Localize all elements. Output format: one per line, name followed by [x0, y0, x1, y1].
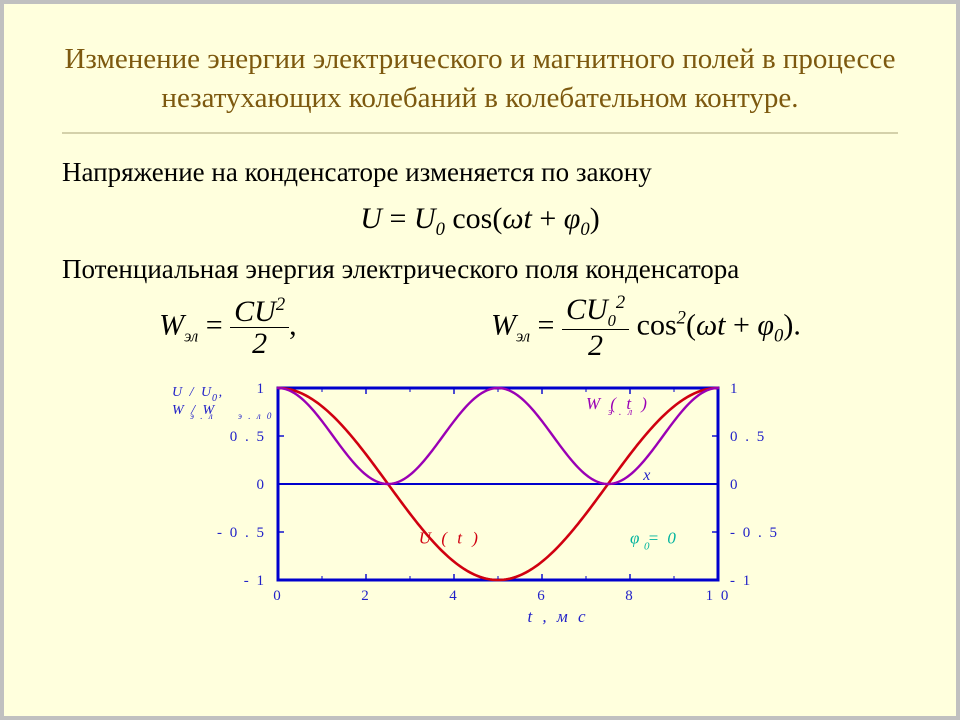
- svg-text:э . л 0: э . л 0: [238, 411, 273, 421]
- eq-U0: U: [414, 202, 436, 235]
- svg-text:4: 4: [449, 588, 459, 604]
- energy-eq-left: Wэл = CU2 2,: [159, 295, 296, 360]
- svg-text:6: 6: [537, 588, 547, 604]
- er-U: U: [586, 293, 608, 326]
- svg-text:1: 1: [257, 381, 267, 397]
- svg-text:2: 2: [361, 588, 371, 604]
- svg-text:- 0 . 5: - 0 . 5: [217, 525, 266, 541]
- el-Wsub: эл: [184, 326, 198, 345]
- er-cos: cos: [629, 308, 677, 341]
- slide: Изменение энергии электрического и магни…: [0, 0, 960, 720]
- svg-text:1: 1: [730, 381, 740, 397]
- svg-text:1 0: 1 0: [706, 588, 731, 604]
- er-Usub: 0: [608, 311, 616, 330]
- energy-intro-text: Потенциальная энергия электрического пол…: [62, 251, 898, 289]
- el-sup: 2: [276, 294, 285, 315]
- er-frac: CU02 2: [562, 293, 629, 362]
- svg-text:0: 0: [730, 477, 740, 493]
- svg-text:э . л: э . л: [190, 411, 215, 421]
- el-W: W: [159, 308, 184, 341]
- er-close: ).: [783, 308, 801, 341]
- eq-phi: φ: [564, 202, 581, 235]
- chart-container: 024681 0- 1- 1- 0 . 5- 0 . 5000 . 50 . 5…: [160, 370, 800, 638]
- title-separator: [62, 132, 898, 134]
- eq-cos: cos(: [445, 202, 502, 235]
- eq-U: U: [360, 202, 382, 235]
- svg-text:0: 0: [644, 540, 652, 552]
- svg-text:x: x: [642, 467, 652, 484]
- svg-text:0: 0: [273, 588, 283, 604]
- er-t: t: [717, 308, 725, 341]
- slide-title: Изменение энергии электрического и магни…: [62, 40, 898, 118]
- voltage-intro-text: Напряжение на конденсаторе изменяется по…: [62, 154, 898, 192]
- svg-text:8: 8: [625, 588, 635, 604]
- er-Wsub: эл: [516, 326, 530, 345]
- eq-omega: ω: [502, 202, 523, 235]
- svg-text:0 . 5: 0 . 5: [230, 429, 266, 445]
- eq-U0-sub: 0: [436, 219, 445, 240]
- el-frac: CU2 2: [230, 295, 289, 360]
- eq-close: ): [590, 202, 600, 235]
- er-den: 2: [562, 329, 629, 362]
- er-phi: φ: [757, 308, 774, 341]
- voltage-equation: U = U0 cos(ωt + φ0): [62, 202, 898, 241]
- er-W: W: [491, 308, 516, 341]
- er-open: (: [686, 308, 696, 341]
- energy-equations-row: Wэл = CU22, Wэл = CU022 cos2(ωt + φ0).: [62, 293, 898, 362]
- energy-chart: 024681 0- 1- 1- 0 . 5- 0 . 5000 . 50 . 5…: [160, 370, 800, 638]
- energy-eq-right: Wэл = CU022 cos2(ωt + φ0).: [491, 293, 801, 362]
- el-U: U: [254, 295, 276, 328]
- eq-phi-sub: 0: [580, 219, 589, 240]
- svg-text:э . л: э . л: [608, 407, 634, 418]
- svg-text:U ( t ): U ( t ): [419, 528, 481, 547]
- er-omega: ω: [696, 308, 717, 341]
- el-C: C: [234, 295, 254, 328]
- er-sup: 2: [616, 292, 625, 313]
- el-tail: ,: [289, 308, 297, 341]
- er-C: C: [566, 293, 586, 326]
- svg-text:- 0 . 5: - 0 . 5: [730, 525, 779, 541]
- er-phisub: 0: [774, 325, 783, 346]
- el-eq: =: [198, 308, 230, 341]
- svg-text:φ = 0: φ = 0: [630, 528, 678, 547]
- er-cossup: 2: [677, 307, 686, 328]
- eq-plus: +: [532, 202, 564, 235]
- er-plus: +: [726, 308, 758, 341]
- svg-text:t , м с: t , м с: [527, 607, 588, 626]
- svg-text:0: 0: [257, 477, 267, 493]
- el-den: 2: [230, 327, 289, 360]
- svg-text:0 . 5: 0 . 5: [730, 429, 766, 445]
- eq-eq: =: [382, 202, 414, 235]
- eq-t: t: [524, 202, 532, 235]
- svg-text:- 1: - 1: [244, 573, 266, 589]
- er-eq: =: [530, 308, 562, 341]
- svg-text:- 1: - 1: [730, 573, 752, 589]
